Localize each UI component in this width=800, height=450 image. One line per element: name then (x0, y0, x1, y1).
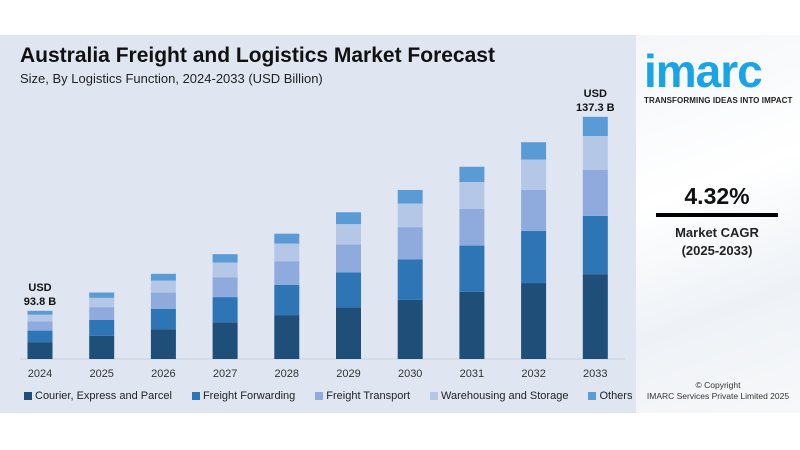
bar-segment-2033-0 (582, 274, 608, 359)
bar-segment-2032-3 (521, 159, 547, 190)
cagr-period: (2025-2033) (681, 243, 753, 258)
legend-label: Freight Forwarding (202, 390, 296, 402)
bar-segment-2029-3 (336, 224, 361, 245)
bar-segment-2033-2 (582, 169, 608, 216)
x-tick-label: 2026 (151, 368, 175, 380)
x-tick-label: 2029 (336, 368, 360, 380)
x-tick-label: 2024 (28, 368, 52, 380)
bar-segment-2028-3 (274, 243, 300, 262)
data-label-value: 137.3 B (576, 102, 615, 114)
bar-segment-2031-1 (459, 245, 485, 292)
bar-segment-2027-0 (212, 322, 238, 359)
legend-swatch (24, 392, 32, 400)
legend-swatch (588, 392, 597, 400)
chart-title: Australia Freight and Logistics Market F… (20, 44, 495, 67)
side-panel (636, 35, 800, 413)
legend-item: Freight Transport (315, 390, 410, 402)
cagr-label: Market CAGR (2025-2033) (646, 224, 788, 260)
x-tick-label: 2030 (398, 368, 422, 380)
bar-segment-2033-4 (582, 116, 608, 137)
copyright-line2: IMARC Services Private Limited 2025 (646, 391, 790, 401)
brand-tagline: TRANSFORMING IDEAS INTO IMPACT (644, 96, 793, 105)
legend-swatch (430, 392, 439, 400)
bar-segment-2026-1 (150, 308, 176, 330)
bar-segment-2024-0 (27, 342, 53, 359)
bar-segment-2027-1 (212, 297, 238, 323)
bar-segment-2030-0 (397, 299, 423, 359)
copyright-line1: © Copyright (695, 380, 741, 390)
legend-label: Freight Transport (326, 390, 411, 402)
legend-label: Courier, Express and Parcel (35, 390, 172, 402)
data-label-unit: USD (28, 282, 51, 294)
bar-segment-2025-2 (89, 307, 115, 320)
bar-segment-2025-1 (89, 319, 115, 336)
legend-label: Others (599, 390, 633, 402)
bar-segment-2025-0 (89, 335, 115, 359)
x-tick-label: 2027 (213, 368, 237, 380)
bar-segment-2032-2 (521, 189, 547, 232)
imarc-logo: imarc (644, 45, 763, 97)
bar-segment-2028-4 (274, 233, 300, 244)
x-tick-label: 2032 (521, 368, 545, 380)
bar-segment-2031-3 (459, 182, 485, 209)
copyright: © Copyright IMARC Services Private Limit… (636, 380, 800, 402)
legend: Courier, Express and Parcel Freight Forwa… (24, 390, 652, 402)
x-tick-label: 2025 (89, 368, 113, 380)
bar-segment-2026-3 (150, 280, 176, 293)
bar-segment-2024-4 (27, 310, 53, 315)
bar-segment-2027-4 (212, 254, 238, 263)
bar-segment-2024-2 (27, 321, 53, 331)
bar-segment-2030-4 (397, 189, 423, 204)
bar-segment-2031-2 (459, 208, 485, 246)
legend-item: Warehousing and Storage (430, 390, 568, 402)
cagr-label-text: Market CAGR (675, 225, 759, 240)
bar-segment-2031-4 (459, 166, 485, 183)
bar-segment-2026-0 (150, 329, 176, 359)
bar-segment-2027-2 (212, 277, 238, 298)
bar-segment-2028-2 (274, 261, 300, 286)
bar-segment-2032-0 (521, 283, 547, 359)
bar-segment-2026-4 (150, 273, 176, 281)
bar-segment-2031-0 (459, 291, 485, 359)
cagr-value: 4.32% (684, 183, 750, 209)
bar-segment-2026-2 (150, 292, 176, 309)
x-tick-label: 2028 (275, 368, 299, 380)
bar-segment-2029-2 (336, 244, 361, 273)
bar-segment-2030-1 (397, 259, 423, 300)
legend-item: Courier, Express and Parcel (24, 390, 172, 402)
bar-segment-2028-0 (274, 315, 300, 359)
cagr-divider (656, 213, 778, 217)
x-tick-label: 2031 (460, 368, 484, 380)
bar-segment-2024-3 (27, 314, 53, 322)
data-label-value: 93.8 B (24, 296, 56, 308)
bar-segment-2027-3 (212, 262, 238, 278)
stacked-bar-chart: 2024 USD 93.8 B 2025 2026 2027 2028 2029 2030 203… (20, 88, 625, 380)
legend-item: Others (588, 390, 632, 402)
legend-swatch (315, 392, 324, 400)
bar-segment-2024-1 (27, 330, 53, 343)
bar-segment-2025-4 (89, 292, 115, 298)
bar-segment-2030-2 (397, 227, 423, 260)
bar-segment-2032-4 (521, 142, 547, 160)
chart-subtitle: Size, By Logistics Function, 2024-2033 (… (20, 71, 323, 86)
legend-item: Freight Forwarding (191, 390, 296, 402)
bar-segment-2028-1 (274, 285, 300, 316)
legend-swatch (191, 392, 200, 400)
bar-segment-2025-3 (89, 297, 115, 308)
bar-segment-2029-1 (336, 272, 361, 308)
bar-segment-2029-0 (336, 307, 361, 359)
bar-segment-2029-4 (336, 212, 361, 225)
legend-label: Warehousing and Storage (441, 390, 569, 402)
bar-segment-2032-1 (521, 231, 547, 284)
x-tick-label: 2033 (583, 368, 607, 380)
bar-segment-2030-3 (397, 203, 423, 228)
data-label-unit: USD (584, 88, 607, 100)
bar-segment-2033-1 (582, 215, 608, 275)
bar-segment-2033-3 (582, 136, 608, 170)
